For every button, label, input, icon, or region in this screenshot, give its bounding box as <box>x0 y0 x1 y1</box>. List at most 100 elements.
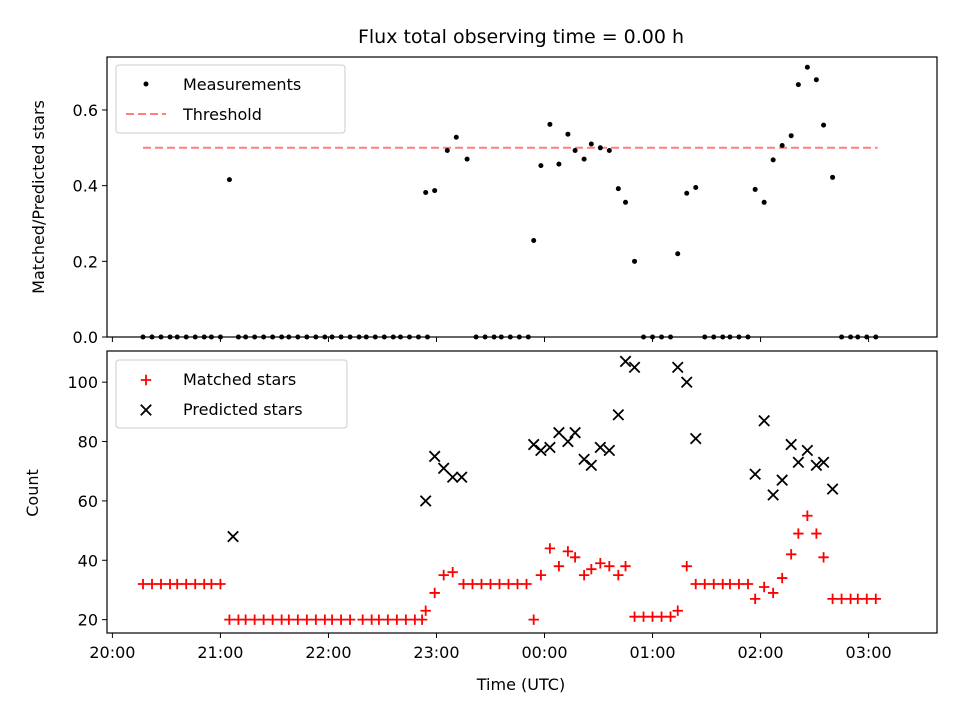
bottom-xtick-label: 02:00 <box>738 643 784 662</box>
predicted-stars-marker <box>801 444 814 457</box>
bottom-ytick-label: 40 <box>78 551 98 570</box>
matched-stars-marker <box>391 614 403 625</box>
matched-stars-marker <box>181 578 192 590</box>
predicted-stars-marker <box>227 530 239 543</box>
matched-stars-marker <box>767 587 779 599</box>
predicted-stars-marker <box>810 459 823 472</box>
matched-stars-marker <box>852 593 863 605</box>
matched-stars-marker <box>811 528 822 539</box>
measurement-point <box>761 199 767 205</box>
matched-stars-marker <box>802 510 813 521</box>
bottom-legend-box <box>115 359 348 429</box>
measurement-point <box>588 141 594 147</box>
matched-stars-marker <box>429 587 440 599</box>
matched-stars-marker <box>357 614 368 625</box>
bottom-ytick-label: 100 <box>67 373 98 392</box>
bottom-y-axis-label: Count <box>23 469 42 517</box>
measurement-point <box>556 161 562 167</box>
bottom-panel-frame <box>106 350 938 634</box>
measurement-point <box>795 82 801 88</box>
matched-stars-marker <box>672 605 683 616</box>
predicted-stars-marker <box>455 471 468 483</box>
matched-stars-marker <box>613 569 624 581</box>
legend-predicted-label: Predicted stars <box>183 400 303 419</box>
matched-stars-marker <box>326 614 338 625</box>
matched-stars-marker <box>681 561 692 572</box>
matched-stars-marker <box>258 614 269 625</box>
matched-stars-marker <box>776 572 788 584</box>
matched-stars-marker <box>836 593 847 605</box>
measurement-point <box>432 188 438 194</box>
measurement-point <box>623 199 629 205</box>
predicted-stars-marker <box>792 456 805 469</box>
predicted-stars-marker <box>785 438 798 451</box>
measurement-point <box>821 122 827 128</box>
measurement-point <box>531 238 537 244</box>
predicted-stars-marker <box>689 432 702 445</box>
measurement-point <box>423 189 429 195</box>
matched-stars-marker <box>310 614 322 625</box>
predicted-stars-marker <box>758 414 770 427</box>
measurement-point <box>752 186 758 192</box>
predicted-stars-marker <box>776 474 788 486</box>
matched-stars-marker <box>400 614 412 625</box>
matched-stars-marker <box>373 614 385 625</box>
measurement-point <box>675 251 681 257</box>
top-panel: 0.0 0.2 0.4 0.6 Measurements Threshold <box>73 56 938 347</box>
predicted-stars-marker <box>535 444 547 457</box>
measurement-point <box>464 156 470 162</box>
measurement-point <box>572 147 578 153</box>
legend-threshold-label: Threshold <box>182 105 262 124</box>
bottom-panel: 20 40 60 80 100 20:00 21:00 22:00 23:00 00:00 01:0… <box>67 350 938 662</box>
matched-stars-marker <box>283 614 295 625</box>
measurement-point <box>597 145 603 151</box>
matched-stars-marker <box>758 581 770 593</box>
matched-stars-marker <box>620 561 631 572</box>
matched-stars-marker <box>420 605 431 616</box>
legend-matched-label: Matched stars <box>183 370 296 389</box>
top-ytick-label: 0.2 <box>73 252 98 271</box>
predicted-stars-marker <box>446 471 459 483</box>
matched-stars-marker <box>665 611 676 622</box>
predicted-stars-marker <box>767 489 779 501</box>
matched-stars-marker <box>562 546 574 557</box>
matched-stars-marker <box>206 578 217 590</box>
bottom-ytick-label: 80 <box>78 433 98 452</box>
measurement-point <box>830 174 836 180</box>
bottom-xtick-label: 01:00 <box>629 643 675 662</box>
predicted-stars-marker <box>628 361 641 374</box>
measurement-point <box>813 77 819 83</box>
matched-stars-marker <box>476 578 487 590</box>
predicted-stars-marker <box>612 408 625 421</box>
top-ytick-label: 0.4 <box>73 177 98 196</box>
top-ytick-label: 0.0 <box>73 328 98 347</box>
matched-stars-marker <box>382 614 394 625</box>
matched-stars-marker <box>438 569 449 581</box>
matched-stars-marker <box>553 561 565 572</box>
matched-stars-marker <box>569 552 581 563</box>
matched-stars-marker <box>267 614 278 625</box>
matched-stars-marker <box>172 578 183 590</box>
measurement-point <box>444 147 450 153</box>
matched-stars-marker <box>656 611 667 622</box>
matched-stars-marker <box>137 578 149 590</box>
matched-stars-marker <box>240 614 251 625</box>
predicted-stars-marker <box>817 456 830 469</box>
chart-title: Flux total observing time = 0.00 h <box>358 26 684 48</box>
predicted-stars-marker <box>428 450 441 463</box>
predicted-stars-marker <box>585 459 598 472</box>
measurement-point <box>804 64 810 70</box>
bottom-xtick-label: 03:00 <box>846 643 892 662</box>
matched-stars-marker <box>749 593 761 605</box>
measurement-point <box>693 185 699 191</box>
x-axis-label: Time (UTC) <box>476 675 565 694</box>
matched-stars-marker <box>638 611 649 622</box>
matched-stars-marker <box>647 611 658 622</box>
matched-stars-marker <box>742 578 754 590</box>
matched-stars-marker <box>521 578 532 590</box>
measurement-point <box>779 143 785 149</box>
matched-stars-marker <box>586 563 597 575</box>
top-legend-box <box>115 64 346 134</box>
bottom-ytick-label: 20 <box>78 611 98 630</box>
matched-stars-marker <box>733 578 745 590</box>
